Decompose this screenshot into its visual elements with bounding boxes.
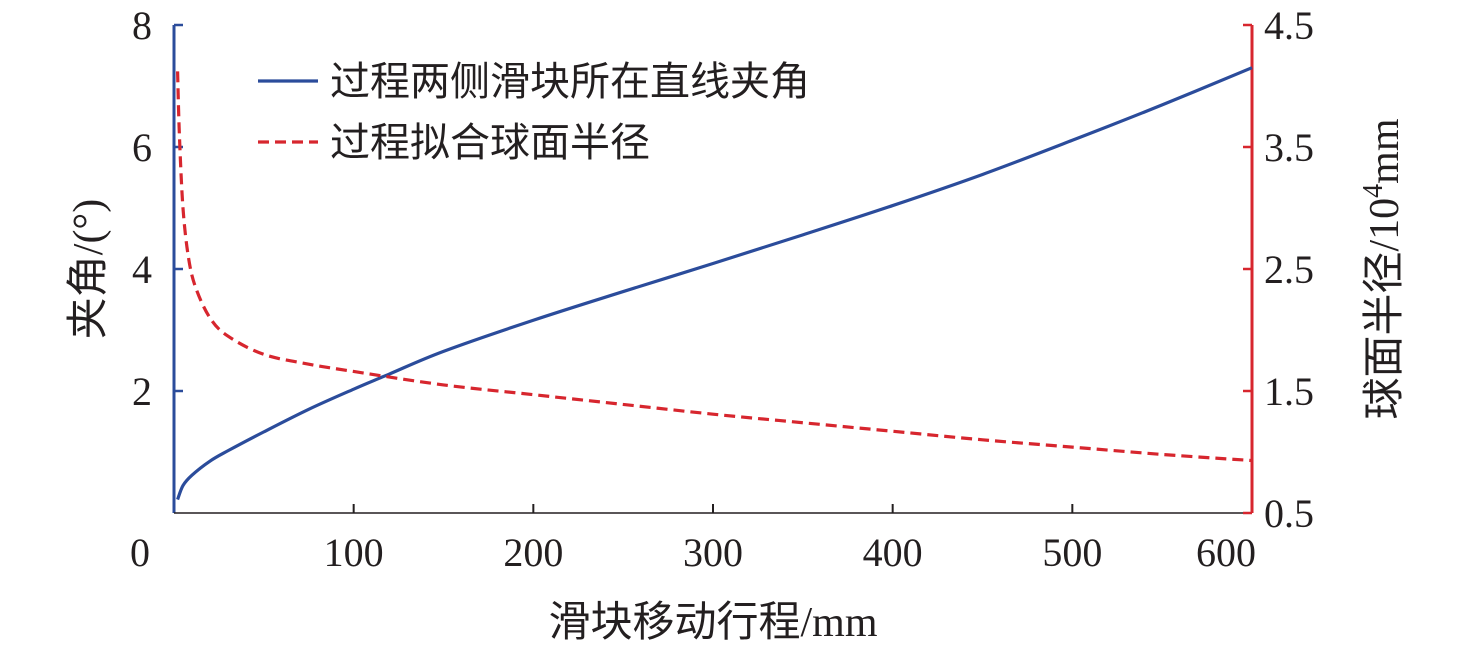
legend-label: 过程两侧滑块所在直线夹角 [330, 59, 810, 104]
left-y-tick-label: 2 [132, 369, 152, 414]
legend-label: 过程拟合球面半径 [330, 120, 650, 165]
x-tick-label: 200 [503, 530, 563, 575]
series-layer [175, 66, 1253, 501]
right-y-tick-label: 1.5 [1264, 369, 1314, 414]
series-line-radius [175, 71, 1253, 463]
x-tick-label: 600 [1196, 530, 1256, 575]
x-tick-label: 300 [683, 530, 743, 575]
left-y-tick-label: 8 [132, 3, 152, 48]
right-y-axis-title: 球面半径/104mm [1358, 118, 1408, 419]
right-y-axis-title-base: 球面半径/10 [1362, 198, 1408, 420]
left-y-tick-label: 6 [132, 125, 152, 170]
tick-labels-layer: 2 4 6 8 0.5 1.5 2.5 3.5 4.5 0 100 200 300 400 500 600 [130, 3, 1314, 575]
right-y-tick-label: 2.5 [1264, 247, 1314, 292]
x-tick-label: 500 [1042, 530, 1102, 575]
series-line-angle [176, 66, 1253, 501]
right-y-axis-title-unit: mm [1362, 118, 1408, 184]
right-y-tick-label: 0.5 [1264, 491, 1314, 536]
right-y-tick-label: 4.5 [1264, 3, 1314, 48]
left-y-tick-label: 4 [132, 247, 152, 292]
right-y-tick-label: 3.5 [1264, 125, 1314, 170]
x-tick-label: 0 [130, 530, 150, 575]
right-y-axis-title-exponent: 4 [1358, 184, 1389, 198]
x-axis-title: 滑块移动行程/mm [548, 600, 877, 646]
x-tick-label: 400 [863, 530, 923, 575]
axes-layer [172, 23, 1254, 515]
left-y-axis-title: 夹角/(°) [66, 199, 112, 339]
x-tick-label: 100 [324, 530, 384, 575]
